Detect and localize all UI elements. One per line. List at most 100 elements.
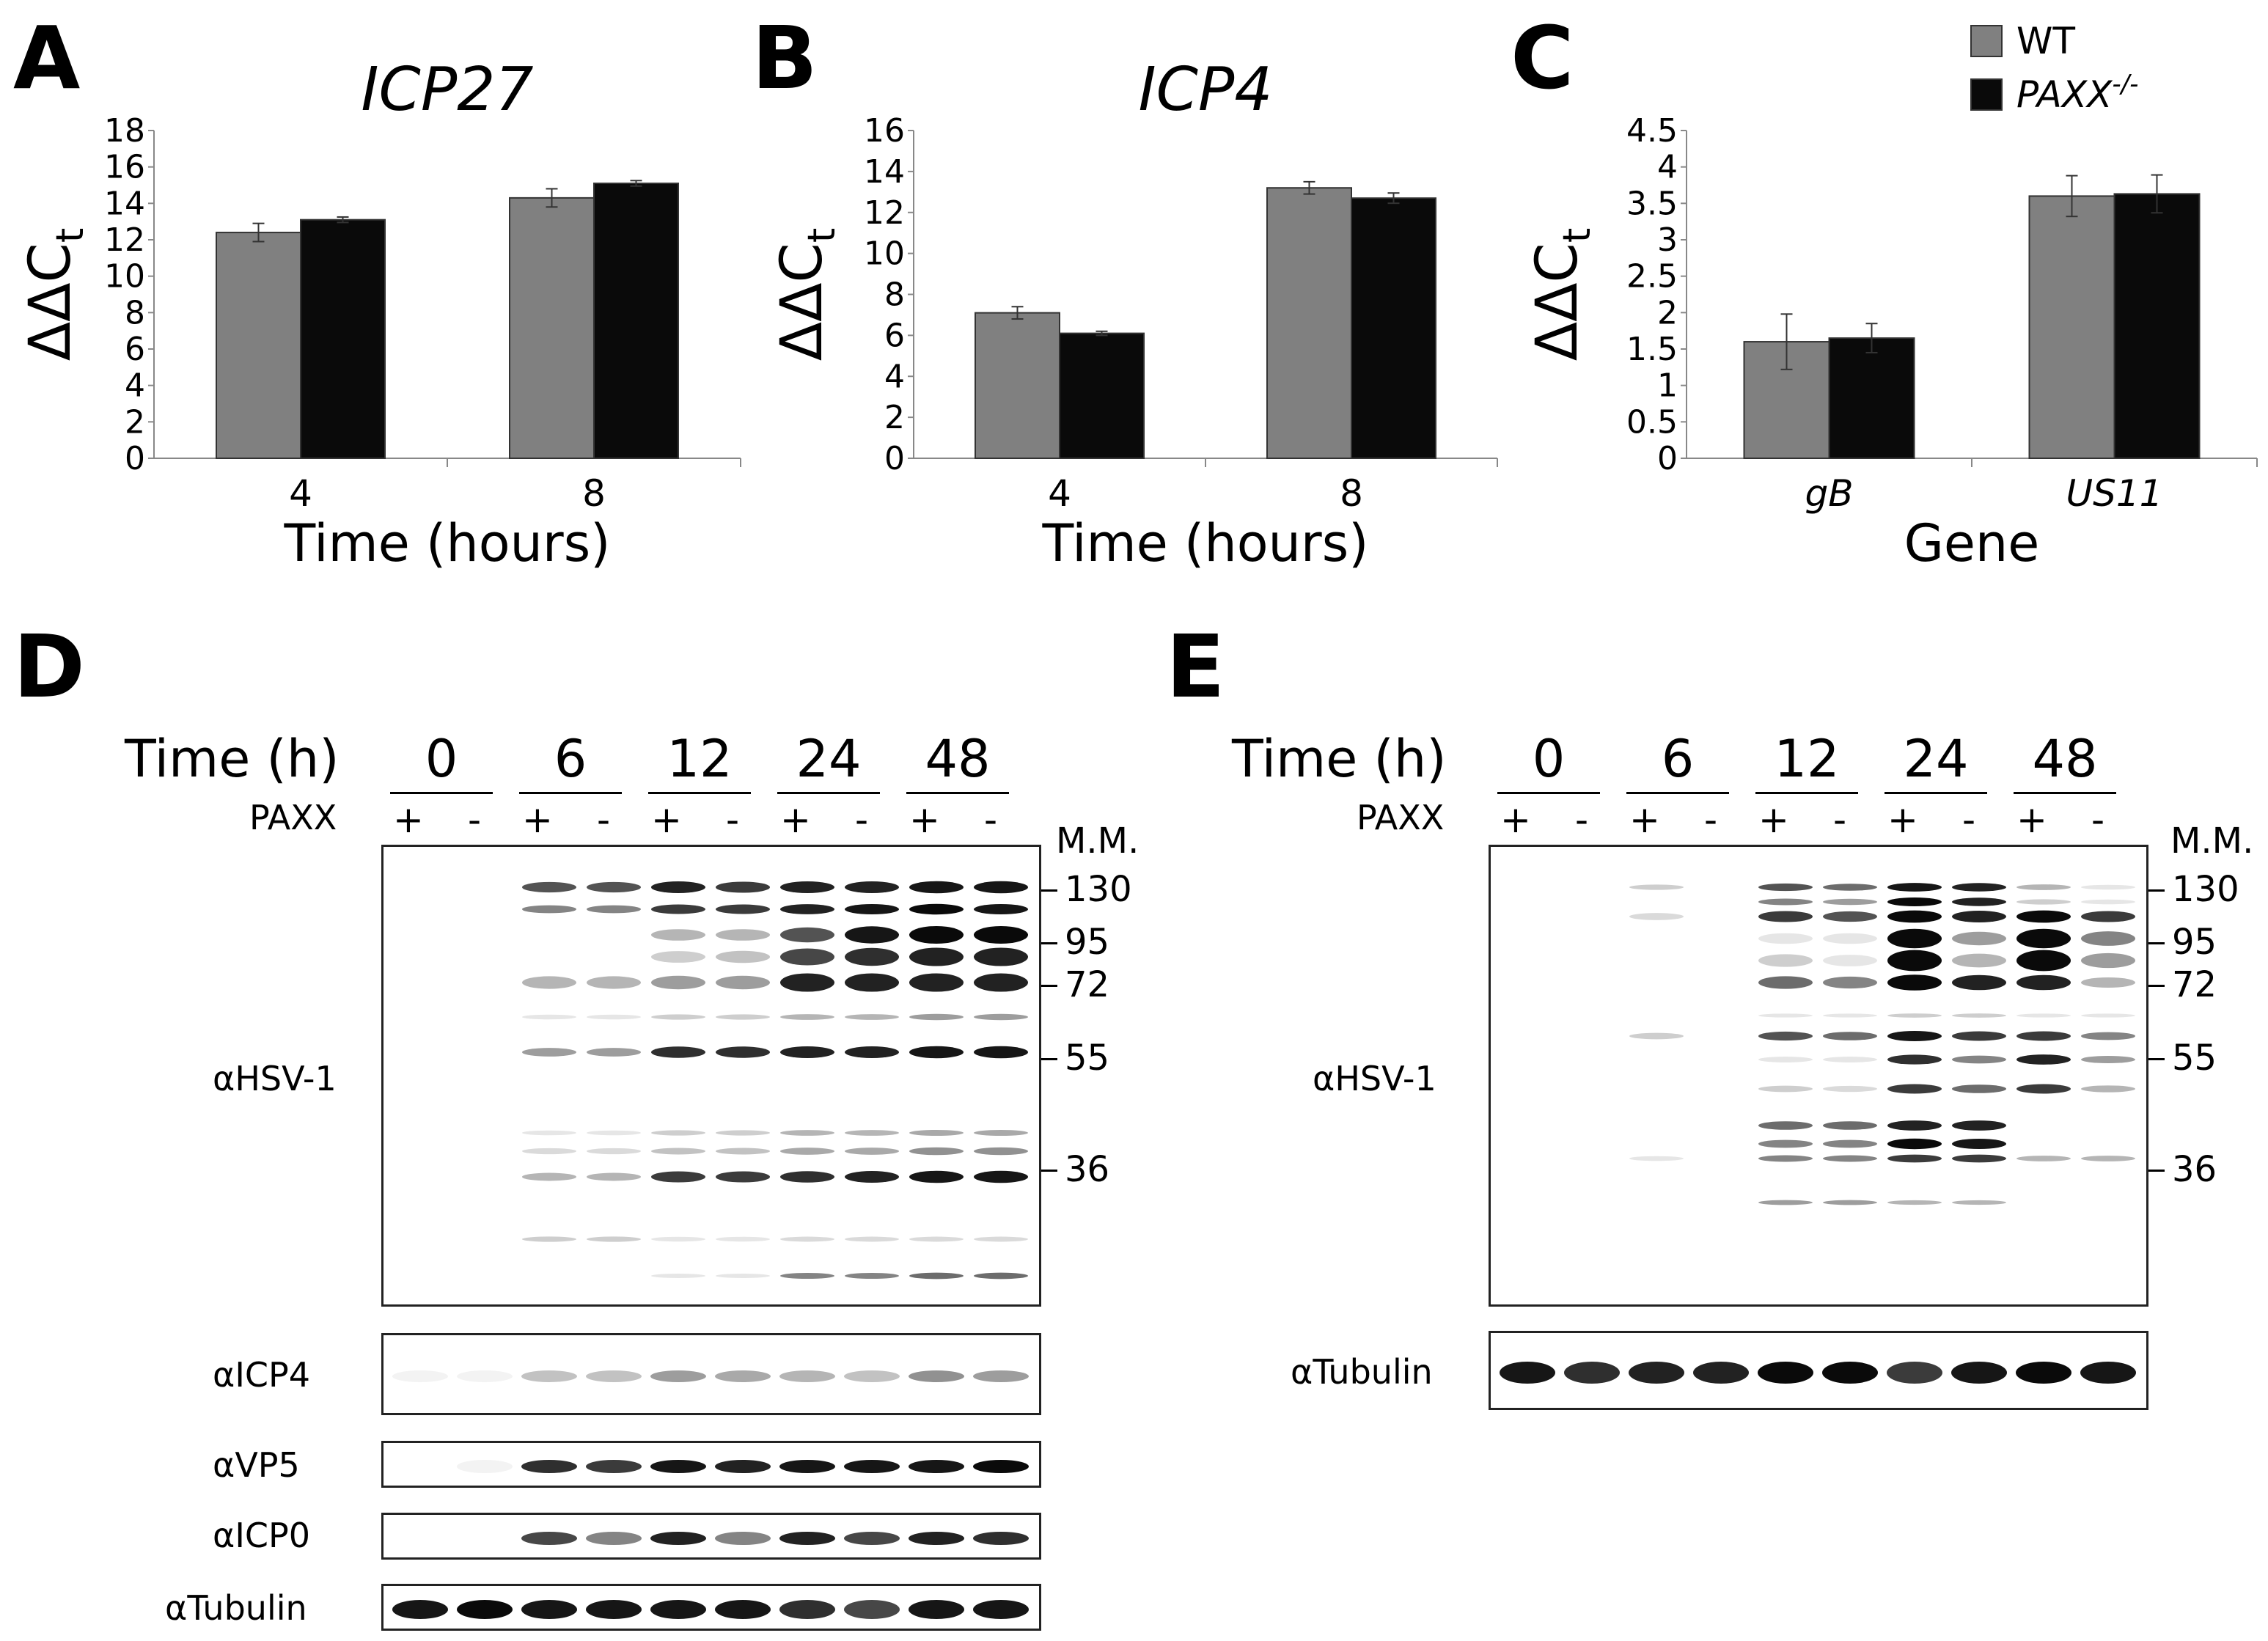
timepoint-label: 12 [667,729,733,789]
y-tick-label: 8 [884,276,905,314]
band [716,929,770,941]
band [650,1370,706,1382]
band [651,1130,705,1136]
chart-title: ICP4 [1138,55,1272,125]
paxx-plus: + [2016,799,2047,841]
paxx-minus: - [725,799,740,841]
band [909,1013,964,1021]
band [587,1048,641,1057]
y-tick-label: 16 [104,149,145,186]
band [909,1170,964,1183]
mm-marker-label: 36 [2172,1149,2217,1190]
band [1758,1200,1813,1205]
legend-label-wt: WT [2016,20,2075,62]
mm-tick [2148,942,2165,944]
paxx-plus: + [1629,799,1660,841]
x-tick-label: US11 [2066,472,2163,515]
band [1564,1362,1620,1384]
band [909,1272,964,1280]
error-bar [2151,174,2163,214]
panel-letter-a: A [13,7,81,109]
band [1823,898,1877,906]
band [1823,1155,1877,1162]
band [587,1014,641,1020]
y-axis-label-subscript: t [1555,228,1599,243]
y-axis-label-main: ΔΔC [769,243,835,361]
band [973,1370,1029,1382]
band [2081,884,2135,890]
band [716,975,770,990]
error-bar [1780,313,1793,370]
band [1952,897,2006,906]
band [1758,1362,1813,1384]
label-e-tubulin: αTubulin [1291,1352,1433,1392]
band [521,1460,577,1473]
band [2081,977,2135,988]
band [716,1130,770,1136]
timepoint-underline [1755,792,1858,794]
legend-label-paxx-main: PAXX [2016,73,2113,116]
band [2081,911,2135,922]
band [716,1171,770,1183]
band [1887,1362,1942,1384]
band [651,1236,705,1242]
paxx-minus: - [467,799,482,841]
band [2081,1055,2135,1064]
band [586,1370,642,1382]
band [521,1600,577,1619]
y-tick-label: 1.5 [1626,331,1678,368]
timepoint-underline [519,792,622,794]
band [1952,931,2006,946]
band [716,881,770,893]
paxx-plus: + [1758,799,1789,841]
band [909,1460,964,1473]
paxx-plus: + [522,799,553,841]
band [1823,1032,1877,1040]
band [845,1046,899,1058]
legend-swatch-wt [1970,25,2003,57]
mm-tick [2148,889,2165,892]
band [587,1130,641,1136]
band [909,926,964,944]
bar-wt [1266,187,1352,459]
band [1952,883,2006,892]
y-tick-label: 0.5 [1626,403,1678,441]
y-tick-label: 2 [125,403,145,441]
panel-letter-e: E [1166,616,1225,717]
y-axis-label-main: ΔΔC [1524,243,1590,361]
band [650,1532,706,1545]
blot-d-tubulin [381,1584,1041,1631]
band [974,1272,1028,1280]
paxx-minus: - [1574,799,1589,841]
x-tick-label: 8 [582,472,606,515]
band [651,1274,705,1278]
band [1758,1013,1813,1018]
band [974,973,1028,992]
band [780,1046,834,1058]
mm-marker-label: 95 [1065,922,1110,963]
band [1823,955,1877,966]
mm-header-e: M.M. [2170,820,2254,862]
band [909,903,964,915]
band [844,1600,900,1619]
band [909,881,964,894]
band [1823,1085,1877,1093]
bar-paxx [1351,197,1436,459]
band [909,1046,964,1059]
band [1822,1362,1878,1384]
band [2016,1054,2071,1065]
band [1887,897,1942,906]
band [2016,928,2071,949]
band [973,1600,1029,1619]
error-bar [2066,175,2078,218]
y-axis-label: ΔΔCt [769,228,844,361]
paxx-plus: + [909,799,940,841]
band [845,1171,899,1183]
band [1629,884,1684,890]
band [1758,954,1813,967]
y-tick-label: 3.5 [1626,185,1678,222]
band [1952,911,2006,922]
band [586,1532,642,1545]
band [1952,1084,2006,1093]
